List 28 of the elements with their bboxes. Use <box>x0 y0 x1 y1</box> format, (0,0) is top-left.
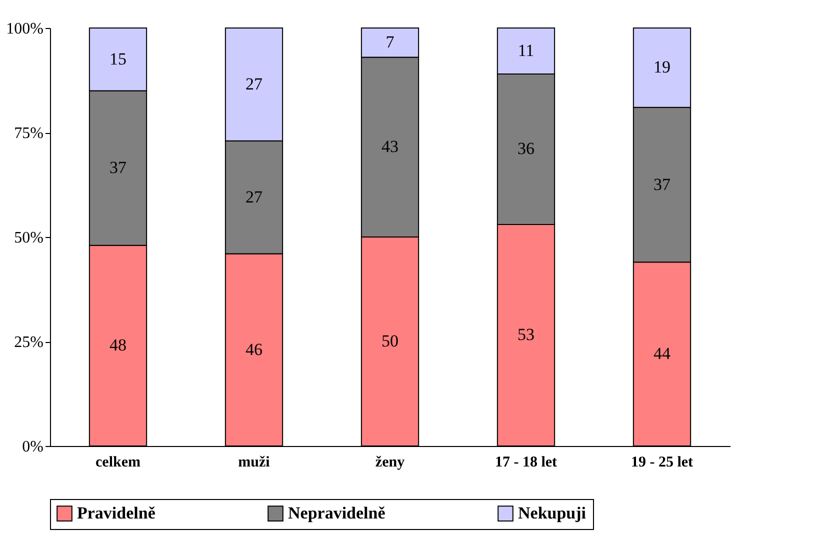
data-label: 48 <box>110 336 126 355</box>
data-label: 44 <box>654 344 671 364</box>
data-label: 50 <box>382 332 398 350</box>
y-tick-label: 100% <box>6 20 44 38</box>
data-label: 27 <box>246 187 263 206</box>
x-tick-label: ženy <box>375 454 406 470</box>
legend-label: Nekupuji <box>518 504 586 523</box>
y-tick-label: 75% <box>14 125 44 142</box>
y-tick-label: 0% <box>22 438 44 456</box>
data-label: 37 <box>110 158 127 178</box>
x-tick-label: 19 - 25 let <box>630 454 694 470</box>
legend-label: Pravidelně <box>77 504 156 523</box>
data-label: 7 <box>386 32 395 52</box>
legend-label: Nepravidelně <box>288 504 386 523</box>
data-label: 19 <box>654 58 670 77</box>
x-tick-label: 17 - 18 let <box>494 454 558 470</box>
data-label: 43 <box>382 137 398 156</box>
data-label: 36 <box>518 139 534 158</box>
data-label: 46 <box>246 340 262 359</box>
data-label: 15 <box>110 49 126 68</box>
y-tick-label: 50% <box>14 230 44 246</box>
data-label: 27 <box>246 74 263 94</box>
data-label: 11 <box>518 40 534 60</box>
y-tick-label: 25% <box>14 334 44 351</box>
x-tick-label: muži <box>238 454 270 470</box>
data-label: 53 <box>518 325 534 344</box>
x-tick-label: celkem <box>96 454 141 470</box>
data-label: 37 <box>654 174 671 194</box>
